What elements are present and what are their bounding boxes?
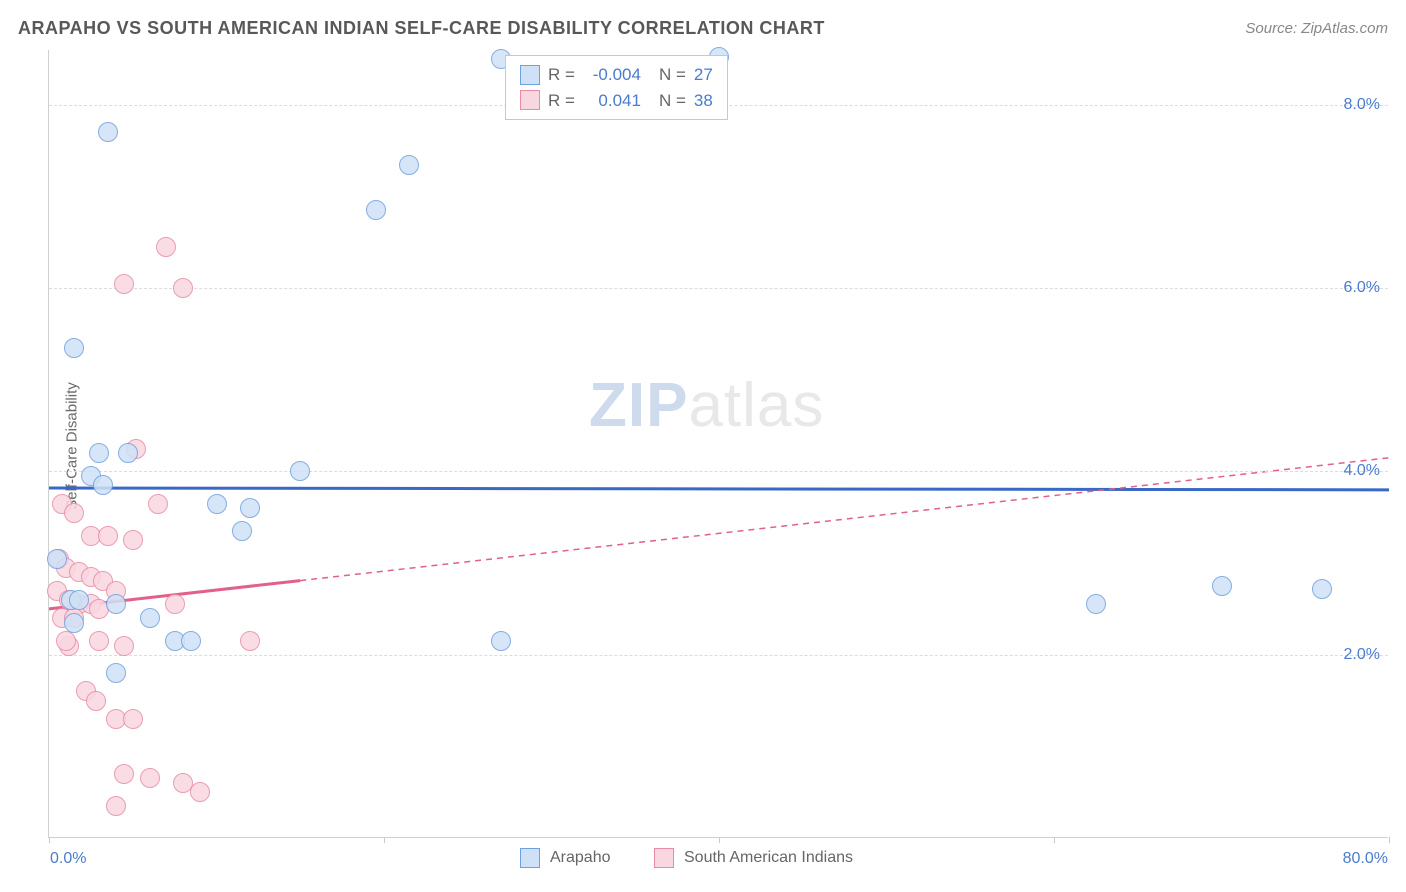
scatter-point: [89, 443, 109, 463]
watermark-zip: ZIP: [589, 371, 688, 440]
x-tick: [49, 837, 50, 843]
regression-lines-layer: [49, 50, 1389, 838]
regression-line-solid: [49, 488, 1389, 490]
r-label: R =: [548, 88, 575, 114]
legend-swatch: [654, 848, 674, 868]
x-start-label: 0.0%: [50, 850, 86, 868]
y-tick-label: 2.0%: [1344, 646, 1380, 664]
y-tick-label: 4.0%: [1344, 462, 1380, 480]
scatter-point: [240, 498, 260, 518]
scatter-point: [173, 278, 193, 298]
scatter-point: [114, 274, 134, 294]
scatter-point: [89, 631, 109, 651]
legend-item: Arapaho: [520, 848, 611, 868]
scatter-point: [123, 530, 143, 550]
legend-item: South American Indians: [654, 848, 853, 868]
x-tick: [1389, 837, 1390, 843]
scatter-point: [56, 631, 76, 651]
scatter-point: [1312, 579, 1332, 599]
x-tick: [1054, 837, 1055, 843]
n-label: N =: [659, 88, 686, 114]
scatter-point: [232, 521, 252, 541]
stats-box: R = -0.004 N = 27 R = 0.041 N = 38: [505, 55, 728, 120]
scatter-point: [1212, 576, 1232, 596]
scatter-point: [181, 631, 201, 651]
legend-label: South American Indians: [684, 849, 853, 867]
scatter-point: [240, 631, 260, 651]
y-tick-label: 8.0%: [1344, 96, 1380, 114]
scatter-point: [399, 155, 419, 175]
scatter-point: [106, 594, 126, 614]
scatter-point: [207, 494, 227, 514]
stats-row: R = -0.004 N = 27: [520, 62, 713, 88]
legend-label: Arapaho: [550, 849, 611, 867]
gridline-h: [49, 288, 1388, 289]
r-value: 0.041: [583, 88, 641, 114]
scatter-point: [148, 494, 168, 514]
watermark-atlas: atlas: [688, 371, 824, 440]
scatter-point: [86, 691, 106, 711]
scatter-point: [140, 768, 160, 788]
source-prefix: Source:: [1245, 20, 1301, 37]
scatter-point: [106, 796, 126, 816]
gridline-h: [49, 471, 1388, 472]
scatter-point: [156, 237, 176, 257]
scatter-point: [69, 590, 89, 610]
r-label: R =: [548, 62, 575, 88]
scatter-point: [1086, 594, 1106, 614]
scatter-point: [98, 526, 118, 546]
stats-swatch: [520, 90, 540, 110]
source-name: ZipAtlas.com: [1301, 20, 1388, 37]
scatter-point: [106, 663, 126, 683]
scatter-point: [93, 475, 113, 495]
chart-header: ARAPAHO VS SOUTH AMERICAN INDIAN SELF-CA…: [18, 18, 1388, 39]
scatter-point: [366, 200, 386, 220]
scatter-point: [47, 549, 67, 569]
n-label: N =: [659, 62, 686, 88]
x-tick: [719, 837, 720, 843]
scatter-point: [64, 503, 84, 523]
scatter-point: [123, 709, 143, 729]
n-value: 27: [694, 62, 713, 88]
plot-area: ZIPatlas 2.0% 4.0% 6.0% 8.0%: [48, 50, 1388, 838]
stats-swatch: [520, 65, 540, 85]
x-end-label: 80.0%: [1343, 850, 1388, 868]
watermark: ZIPatlas: [589, 370, 824, 441]
regression-line-dashed: [300, 458, 1389, 581]
x-tick: [384, 837, 385, 843]
scatter-point: [114, 636, 134, 656]
scatter-point: [190, 782, 210, 802]
legend-swatch: [520, 848, 540, 868]
r-value: -0.004: [583, 62, 641, 88]
scatter-point: [165, 594, 185, 614]
scatter-point: [98, 122, 118, 142]
chart-source: Source: ZipAtlas.com: [1245, 20, 1388, 37]
scatter-point: [118, 443, 138, 463]
scatter-point: [140, 608, 160, 628]
y-tick-label: 6.0%: [1344, 279, 1380, 297]
scatter-point: [64, 613, 84, 633]
gridline-h: [49, 655, 1388, 656]
scatter-point: [114, 764, 134, 784]
scatter-point: [290, 461, 310, 481]
scatter-point: [491, 631, 511, 651]
n-value: 38: [694, 88, 713, 114]
stats-row: R = 0.041 N = 38: [520, 88, 713, 114]
scatter-point: [64, 338, 84, 358]
chart-title: ARAPAHO VS SOUTH AMERICAN INDIAN SELF-CA…: [18, 18, 825, 39]
